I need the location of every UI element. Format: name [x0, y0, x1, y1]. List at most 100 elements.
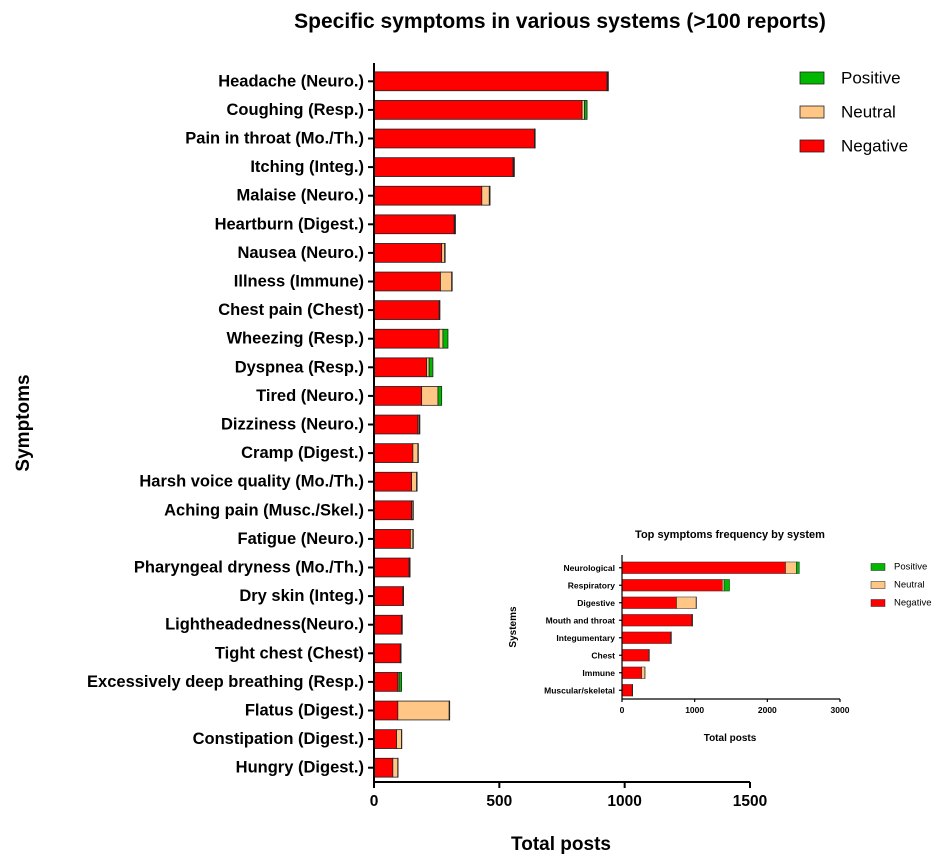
- main-category-label-dry-skin-integ: Dry skin (Integ.): [239, 587, 364, 605]
- main-bar-negative-headache-neuro: [373, 71, 608, 92]
- main-bar-neutral-harsh-voice-quality-mo-th: [411, 471, 418, 492]
- main-bar-positive-excessively-deep-breathing-resp: [398, 672, 402, 692]
- inset-bar-negative-respiratory: [621, 579, 723, 592]
- main-category-label-illness-immune: Illness (Immune): [234, 273, 364, 291]
- inset-category-label-neurological: Neurological: [564, 563, 615, 573]
- main-category-label-nausea-neuro: Nausea (Neuro.): [237, 244, 364, 262]
- main-plot-area: Headache (Neuro.) Coughing (Resp.) Pain in…: [87, 63, 767, 810]
- inset-bar-positive-respiratory: [723, 579, 730, 592]
- main-bar-negative-illness-immune: [373, 271, 441, 292]
- main-bar-positive-malaise-neuro: [488, 185, 491, 206]
- main-legend-label-positive: Positive: [841, 69, 901, 88]
- main-bar-negative-excessively-deep-breathing-resp: [373, 672, 399, 692]
- inset-x-axis-title: Total posts: [704, 733, 757, 744]
- main-bar-negative-pain-in-throat-mo-th: [373, 128, 535, 149]
- main-category-label-aching-pain-musc-skel: Aching pain (Musc./Skel.): [164, 501, 364, 519]
- main-legend-swatch-negative: [799, 139, 825, 153]
- main-category-label-dizziness-neuro: Dizziness (Neuro.): [221, 416, 364, 434]
- inset-legend-label-neutral: Neutral: [894, 580, 925, 591]
- main-bar-negative-dizziness-neuro: [373, 414, 419, 435]
- main-category-label-dyspnea-resp: Dyspnea (Resp.): [235, 358, 364, 376]
- inset-legend: Positive Neutral Negative: [870, 562, 932, 609]
- inset-x-tick-label: 0: [620, 705, 625, 715]
- main-bar-negative-hungry-digest: [373, 757, 394, 778]
- main-category-label-lightheadedness-neuro: Lightheadedness(Neuro.): [165, 616, 364, 634]
- main-bar-negative-pharyngeal-dryness-mo-th: [373, 557, 410, 578]
- main-bar-negative-malaise-neuro: [373, 185, 483, 206]
- inset-bar-neutral-immune: [641, 666, 646, 679]
- main-category-label-coughing-resp: Coughing (Resp.): [227, 101, 364, 119]
- main-bar-negative-chest-pain-chest: [373, 300, 440, 320]
- inset-category-label-chest: Chest: [591, 650, 615, 660]
- main-bar-positive-flatus-digest: [448, 700, 451, 721]
- main-category-label-flatus-digest: Flatus (Digest.): [245, 702, 364, 720]
- inset-bar-neutral-neurological: [785, 561, 797, 574]
- main-x-tick-label: 0: [370, 793, 379, 810]
- inset-category-label-mouth-and-throat: Mouth and throat: [546, 615, 616, 625]
- main-category-label-constipation-digest: Constipation (Digest.): [193, 730, 364, 748]
- main-category-label-pharyngeal-dryness-mo-th: Pharyngeal dryness (Mo./Th.): [134, 559, 364, 577]
- main-bar-neutral-malaise-neuro: [481, 185, 490, 206]
- main-bar-negative-tight-chest-chest: [373, 643, 401, 664]
- main-bar-positive-heartburn-digest: [454, 214, 456, 235]
- main-bar-positive-nausea-neuro: [444, 243, 446, 263]
- inset-legend-label-negative: Negative: [894, 598, 932, 609]
- inset-category-label-immune: Immune: [582, 668, 615, 678]
- inset-plot-area: Neurological Respiratory Digestive Mouth an…: [544, 555, 850, 715]
- main-x-tick-label: 500: [486, 793, 512, 810]
- main-legend-swatch-neutral: [799, 105, 825, 119]
- main-bar-neutral-wheezing-resp: [438, 328, 444, 349]
- inset-category-label-digestive: Digestive: [577, 598, 615, 608]
- main-category-label-chest-pain-chest: Chest pain (Chest): [218, 301, 364, 319]
- inset-y-axis-title: Systems: [508, 606, 519, 648]
- main-bar-positive-wheezing-resp: [442, 328, 449, 349]
- main-legend-label-neutral: Neutral: [841, 103, 896, 122]
- main-x-axis-title: Total posts: [511, 834, 611, 855]
- main-bar-neutral-hungry-digest: [392, 757, 399, 778]
- inset-bar-neutral-respiratory: [722, 579, 725, 592]
- main-bar-negative-wheezing-resp: [373, 328, 440, 349]
- main-y-axis-title: Symptoms: [13, 374, 34, 471]
- inset-bar-negative-digestive: [621, 596, 677, 609]
- main-bar-negative-lightheadedness-neuro: [373, 614, 402, 635]
- main-bar-neutral-constipation-digest: [396, 729, 402, 749]
- main-bar-negative-dyspnea-resp: [373, 357, 428, 378]
- main-bar-positive-tired-neuro: [437, 386, 443, 406]
- inset-bar-negative-chest: [621, 649, 650, 662]
- inset-x-tick-label: 3000: [831, 705, 850, 715]
- inset-bar-negative-integumentary: [621, 631, 671, 644]
- main-bar-positive-cramp-digest: [417, 443, 419, 463]
- main-category-label-heartburn-digest: Heartburn (Digest.): [215, 215, 364, 233]
- inset-category-label-respiratory: Respiratory: [568, 580, 616, 590]
- inset-legend-swatch-neutral: [870, 581, 886, 589]
- main-bar-negative-constipation-digest: [373, 729, 397, 749]
- main-bar-positive-headache-neuro: [607, 71, 609, 92]
- main-category-label-tired-neuro: Tired (Neuro.): [256, 387, 364, 405]
- main-bar-negative-itching-integ: [373, 157, 514, 177]
- main-bar-positive-itching-integ: [513, 157, 515, 177]
- inset-bar-positive-neurological: [796, 561, 800, 574]
- inset-category-label-integumentary: Integumentary: [556, 633, 615, 643]
- main-bar-positive-coughing-resp: [584, 100, 588, 120]
- main-legend-swatch-positive: [799, 71, 825, 85]
- main-bar-negative-harsh-voice-quality-mo-th: [373, 471, 412, 492]
- inset-legend-swatch-negative: [870, 599, 886, 607]
- main-bar-neutral-cramp-digest: [412, 443, 419, 463]
- inset-bar-neutral-digestive: [676, 596, 697, 609]
- inset-x-tick-label: 2000: [758, 705, 777, 715]
- main-bar-positive-dizziness-neuro: [418, 414, 421, 435]
- inset-bar-negative-muscular-skeletal: [621, 684, 633, 697]
- main-category-label-harsh-voice-quality-mo-th: Harsh voice quality (Mo./Th.): [139, 473, 364, 491]
- main-bar-negative-cramp-digest: [373, 443, 414, 463]
- main-bar-neutral-tired-neuro: [421, 386, 439, 406]
- inset-bar-negative-immune: [621, 666, 642, 679]
- inset-legend-label-positive: Positive: [894, 562, 927, 573]
- main-category-label-headache-neuro: Headache (Neuro.): [218, 72, 364, 90]
- main-category-label-malaise-neuro: Malaise (Neuro.): [237, 187, 364, 205]
- main-bar-negative-flatus-digest: [373, 700, 399, 721]
- main-bar-negative-aching-pain-musc-skel: [373, 500, 412, 521]
- main-x-tick-label: 1500: [733, 793, 767, 810]
- main-legend-label-negative: Negative: [841, 137, 908, 156]
- main-bar-positive-illness-immune: [451, 271, 453, 292]
